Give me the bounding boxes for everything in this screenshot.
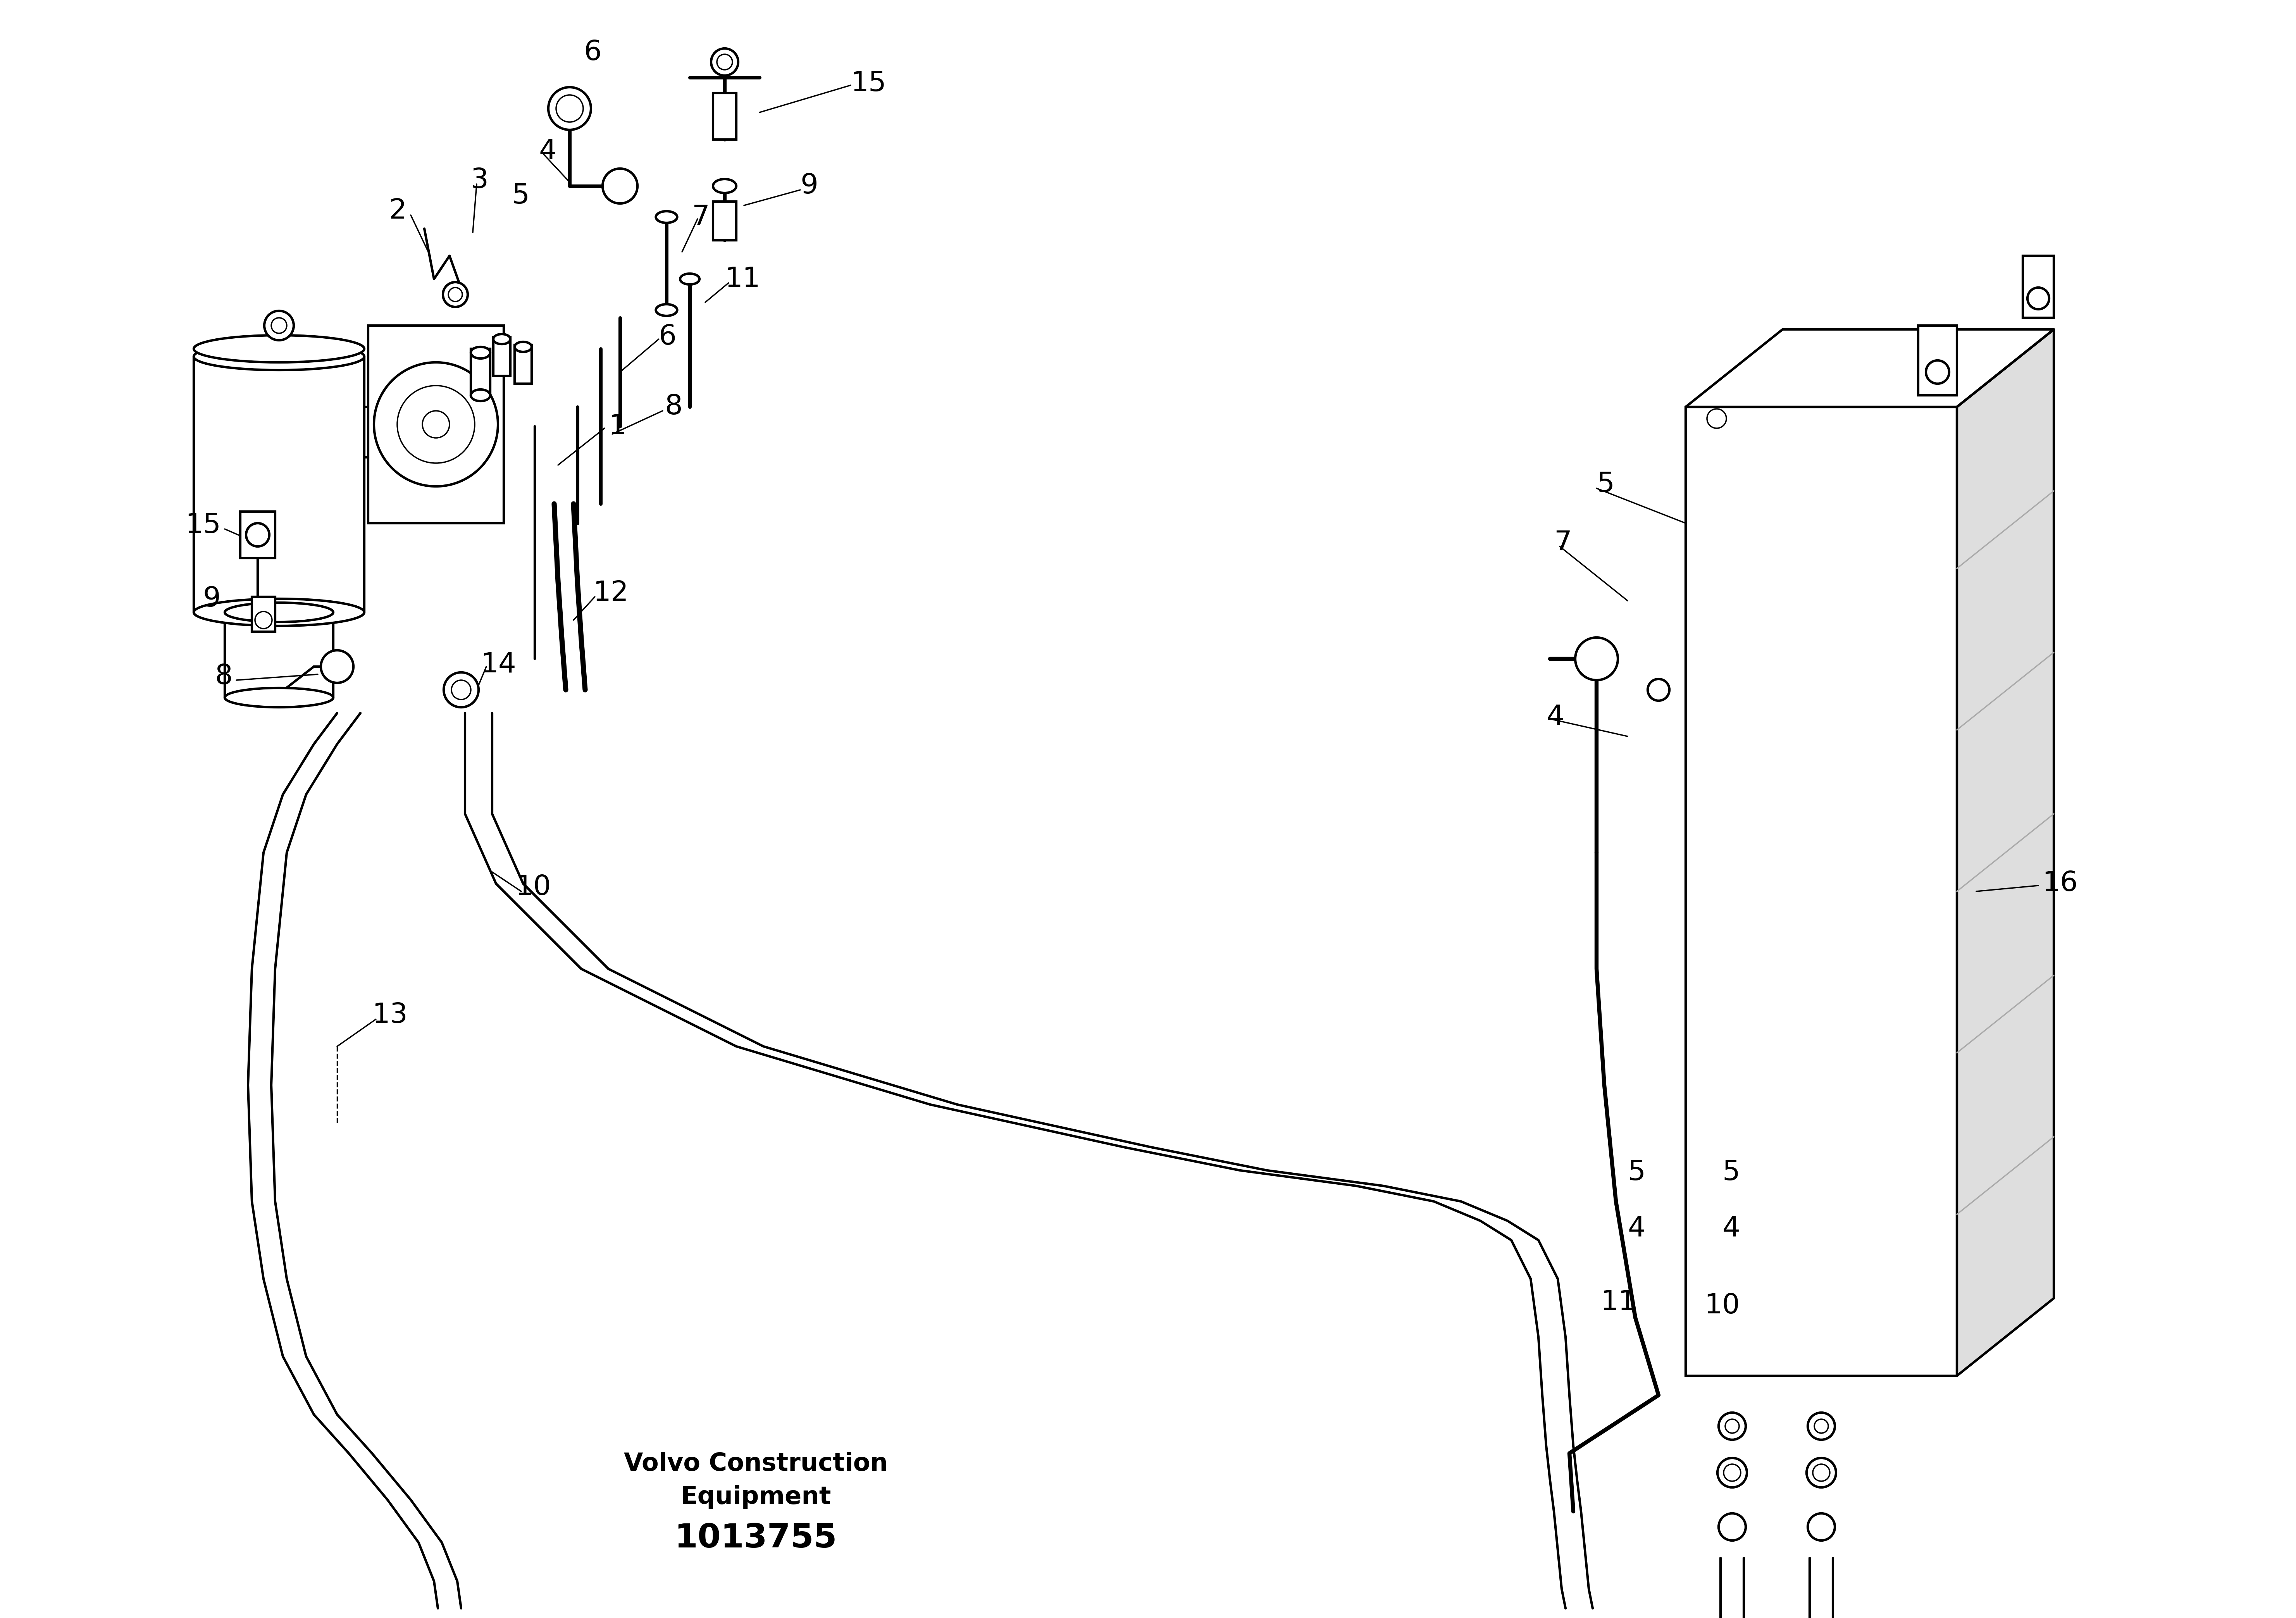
- Text: 1013755: 1013755: [675, 1523, 838, 1555]
- Circle shape: [374, 362, 498, 487]
- Circle shape: [271, 317, 287, 333]
- Bar: [471, 349, 491, 395]
- Text: 3: 3: [471, 167, 489, 194]
- Text: 5: 5: [1628, 1158, 1646, 1186]
- Circle shape: [1720, 1513, 1745, 1540]
- Circle shape: [1926, 361, 1949, 383]
- Text: 10: 10: [514, 874, 551, 901]
- Bar: [253, 597, 276, 631]
- Text: 4: 4: [540, 138, 556, 165]
- Text: 5: 5: [1596, 471, 1614, 498]
- Text: 4: 4: [1722, 1215, 1740, 1243]
- Text: 14: 14: [480, 652, 517, 678]
- Circle shape: [2027, 288, 2048, 309]
- Circle shape: [1807, 1413, 1835, 1440]
- Circle shape: [443, 673, 478, 707]
- Text: 7: 7: [1554, 529, 1573, 557]
- Ellipse shape: [193, 599, 365, 626]
- Circle shape: [1720, 1413, 1745, 1440]
- Text: 13: 13: [372, 1002, 409, 1029]
- Circle shape: [264, 311, 294, 340]
- Text: Volvo Construction
Equipment: Volvo Construction Equipment: [625, 1451, 889, 1510]
- Text: 1: 1: [608, 413, 627, 440]
- Polygon shape: [1956, 330, 2055, 1375]
- Ellipse shape: [193, 335, 365, 362]
- Text: 5: 5: [1722, 1158, 1740, 1186]
- Text: 12: 12: [592, 579, 629, 607]
- Circle shape: [1807, 1458, 1837, 1487]
- Circle shape: [443, 282, 468, 307]
- Circle shape: [1724, 1464, 1740, 1480]
- Circle shape: [716, 55, 732, 70]
- Bar: [1685, 406, 1956, 1375]
- Bar: [2023, 256, 2055, 317]
- Ellipse shape: [471, 346, 491, 359]
- Ellipse shape: [225, 602, 333, 621]
- Text: 15: 15: [850, 70, 886, 97]
- Ellipse shape: [225, 688, 333, 707]
- Circle shape: [1814, 1464, 1830, 1480]
- Bar: [714, 92, 737, 139]
- Circle shape: [452, 680, 471, 699]
- Circle shape: [1575, 637, 1619, 680]
- Ellipse shape: [657, 212, 677, 223]
- Circle shape: [556, 95, 583, 121]
- Ellipse shape: [657, 304, 677, 316]
- Ellipse shape: [193, 343, 365, 371]
- Circle shape: [397, 385, 475, 463]
- Circle shape: [1706, 409, 1727, 429]
- Bar: [714, 202, 737, 241]
- Text: 4: 4: [1628, 1215, 1646, 1243]
- Text: 11: 11: [726, 265, 760, 293]
- Circle shape: [448, 288, 461, 301]
- Text: 8: 8: [216, 663, 232, 689]
- Bar: [494, 337, 510, 375]
- Text: 9: 9: [202, 586, 220, 612]
- Text: 9: 9: [801, 173, 817, 199]
- Circle shape: [422, 411, 450, 438]
- Circle shape: [1717, 1458, 1747, 1487]
- Bar: [514, 345, 533, 383]
- Text: 2: 2: [388, 197, 406, 225]
- Circle shape: [1807, 1513, 1835, 1540]
- Circle shape: [1814, 1419, 1828, 1434]
- Text: 6: 6: [583, 39, 602, 66]
- Ellipse shape: [680, 273, 700, 285]
- Text: 8: 8: [664, 393, 682, 421]
- Text: 6: 6: [659, 324, 677, 351]
- Circle shape: [712, 49, 739, 76]
- Ellipse shape: [494, 333, 510, 345]
- Circle shape: [255, 612, 271, 629]
- Text: 10: 10: [1704, 1293, 1740, 1319]
- Text: 5: 5: [512, 183, 530, 209]
- Ellipse shape: [471, 390, 491, 401]
- Circle shape: [1724, 1419, 1738, 1434]
- Circle shape: [1649, 680, 1669, 701]
- Text: 4: 4: [1545, 704, 1564, 730]
- Bar: [367, 325, 503, 523]
- Bar: [241, 511, 276, 558]
- Text: 15: 15: [186, 511, 220, 539]
- Text: 7: 7: [691, 204, 709, 230]
- Circle shape: [602, 168, 638, 204]
- Bar: [1917, 325, 1956, 395]
- Circle shape: [246, 523, 269, 547]
- Circle shape: [321, 650, 354, 683]
- Text: 16: 16: [2041, 870, 2078, 896]
- Ellipse shape: [514, 341, 533, 351]
- Text: 11: 11: [1600, 1290, 1637, 1315]
- Circle shape: [549, 87, 590, 129]
- Ellipse shape: [714, 180, 737, 193]
- Polygon shape: [1685, 330, 2055, 406]
